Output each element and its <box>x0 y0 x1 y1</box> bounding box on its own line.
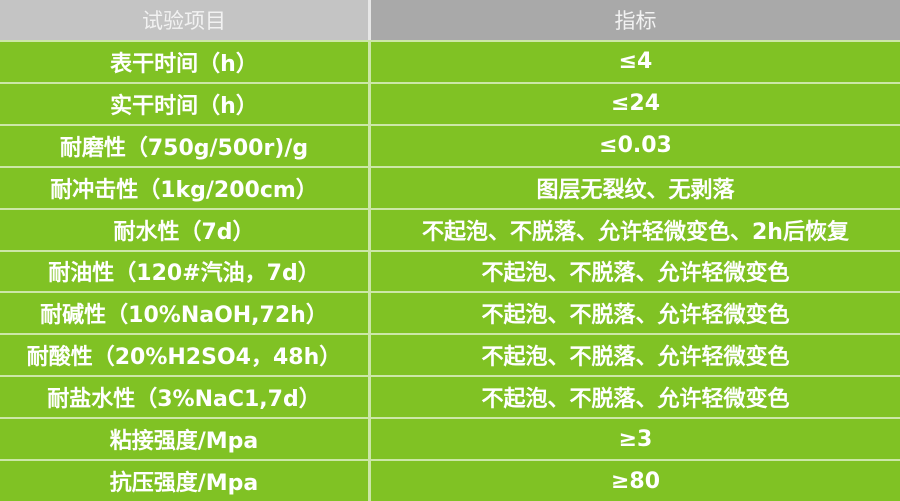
test-item-cell: 耐磨性（750g/500r)/g <box>0 125 371 166</box>
indicator-cell: 不起泡、不脱落、允许轻微变色 <box>481 303 790 329</box>
test-item-cell: 耐盐水性（3%NaC1,7d） <box>0 377 371 418</box>
test-item-cell: 耐冲击性（1kg/200cm） <box>0 167 371 208</box>
table-row: 实干时间（h） ≤24 <box>0 81 900 124</box>
table-row: 粘接强度/Mpa ≥3 <box>0 417 900 460</box>
indicator-cell: ≤24 <box>610 91 661 117</box>
test-item-cell: 耐酸性（20%H2SO4，48h） <box>0 335 371 376</box>
header-cell-indicator: 指标 <box>371 0 900 40</box>
table-row: 耐冲击性（1kg/200cm） 图层无裂纹、无剥落 <box>0 165 900 208</box>
indicator-cell: 不起泡、不脱落、允许轻微变色 <box>481 261 790 287</box>
indicator-cell: 不起泡、不脱落、允许轻微变色、2h后恢复 <box>422 219 849 245</box>
test-item-cell: 耐碱性（10%NaOH,72h） <box>0 293 371 334</box>
table-row: 耐油性（120#汽油，7d） 不起泡、不脱落、允许轻微变色 <box>0 249 900 292</box>
indicator-cell: 不起泡、不脱落、允许轻微变色 <box>481 345 790 371</box>
indicator-cell: 图层无裂纹、无剥落 <box>536 177 735 203</box>
test-item-cell: 耐油性（120#汽油，7d） <box>0 251 371 292</box>
test-item-cell: 耐水性（7d） <box>0 209 371 250</box>
header-cell-test-item: 试验项目 <box>0 0 371 40</box>
test-item-cell: 粘接强度/Mpa <box>0 419 371 460</box>
indicator-cell: ≤4 <box>618 49 653 75</box>
table-row: 耐水性（7d） 不起泡、不脱落、允许轻微变色、2h后恢复 <box>0 207 900 250</box>
indicator-cell: ≤0.03 <box>599 133 672 159</box>
table-row: 耐磨性（750g/500r)/g ≤0.03 <box>0 123 900 166</box>
indicator-cell: ≥80 <box>610 468 661 494</box>
test-item-cell: 抗压强度/Mpa <box>0 461 371 501</box>
table-row: 耐酸性（20%H2SO4，48h） 不起泡、不脱落、允许轻微变色 <box>0 333 900 376</box>
indicator-cell: 不起泡、不脱落、允许轻微变色 <box>481 387 790 413</box>
test-item-cell: 表干时间（h） <box>0 41 371 82</box>
table-row: 表干时间（h） ≤4 <box>0 39 900 82</box>
table-row: 抗压强度/Mpa ≥80 <box>0 459 900 501</box>
table-header-row: 试验项目 指标 <box>0 0 900 40</box>
table-row: 耐盐水性（3%NaC1,7d） 不起泡、不脱落、允许轻微变色 <box>0 375 900 418</box>
test-item-cell: 实干时间（h） <box>0 83 371 124</box>
indicator-cell: ≥3 <box>618 426 653 452</box>
table-row: 耐碱性（10%NaOH,72h） 不起泡、不脱落、允许轻微变色 <box>0 291 900 334</box>
